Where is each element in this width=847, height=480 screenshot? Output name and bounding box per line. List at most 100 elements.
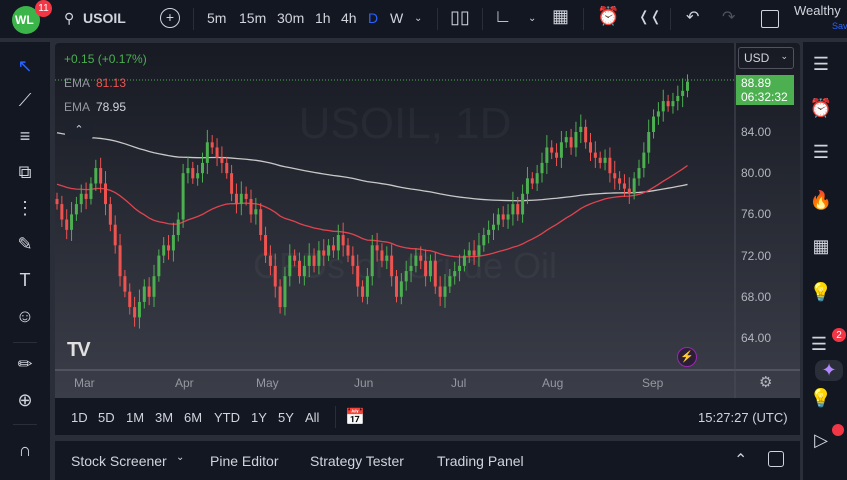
ai-sparkle-icon[interactable]: ✦ (815, 360, 843, 381)
bar-countdown: 06:32:32 (741, 90, 788, 104)
range-1d[interactable]: 1D (71, 410, 88, 425)
search-icon[interactable]: ⚲ (64, 10, 75, 26)
interval-15m[interactable]: 15m (239, 10, 267, 26)
ideas-lightbulb-icon[interactable]: 💡 (809, 282, 833, 302)
interval-4h[interactable]: 4h (341, 10, 357, 26)
currency-value: USD (744, 51, 770, 65)
top-toolbar: WL 11 ⚲ USOIL + 5m 15m 30m 1h 4h D W ⌄ ▯… (0, 0, 847, 38)
candle-body (317, 250, 321, 266)
indicators-icon[interactable]: ∟ (494, 6, 512, 26)
watchlist-icon[interactable]: ☰ (812, 54, 830, 74)
tab-stock-screener[interactable]: Stock Screener (71, 453, 167, 469)
chevron-up-icon[interactable]: ⌃ (734, 452, 748, 469)
candle-body (380, 250, 384, 261)
goto-date-calendar-icon[interactable]: 📅 (345, 409, 365, 426)
interval-30m[interactable]: 30m (277, 10, 305, 26)
object-tree-icon[interactable]: ☰ (812, 142, 830, 162)
currency-select[interactable]: USD ⌄ (738, 47, 794, 69)
interval-5m[interactable]: 5m (207, 10, 227, 26)
candle-body (142, 286, 146, 302)
tab-trading-panel[interactable]: Trading Panel (437, 453, 524, 469)
ema-fast-label[interactable]: EMA (64, 76, 91, 90)
chevron-down-icon[interactable]: ⌄ (414, 13, 423, 24)
alert-clock-icon[interactable]: ⏰ (597, 6, 620, 26)
undo-icon[interactable]: ↶ (686, 9, 700, 26)
candle-body (128, 291, 132, 308)
redo-icon[interactable]: ↷ (722, 9, 736, 26)
maximize-panel-icon[interactable] (768, 451, 784, 467)
chevron-down-icon[interactable]: ⌄ (528, 13, 537, 24)
candle-body (361, 286, 365, 297)
chat-icon[interactable]: ☰ (810, 334, 828, 354)
candle-body (244, 193, 248, 199)
candle-body (438, 286, 442, 297)
fullscreen-icon[interactable] (761, 10, 779, 28)
interval-w[interactable]: W (390, 10, 404, 26)
fib-icon[interactable]: ≡ (19, 126, 31, 146)
calendar-icon[interactable]: ▦ (812, 236, 830, 256)
range-1m[interactable]: 1M (126, 410, 145, 425)
candle-body (196, 173, 200, 179)
candle-body (589, 142, 592, 153)
live-stream-icon[interactable]: ▷ (814, 430, 828, 450)
chevron-down-icon[interactable]: ⌄ (176, 452, 185, 463)
interval-1h[interactable]: 1h (315, 10, 331, 26)
tab-strategy-tester[interactable]: Strategy Tester (310, 453, 404, 469)
emoji-icon[interactable]: ☺ (15, 306, 35, 326)
layout-grid-icon[interactable]: ▦ (552, 6, 570, 26)
candle-body (681, 90, 685, 96)
candle-body (618, 178, 622, 184)
symbol-search[interactable]: USOIL (83, 10, 126, 26)
settings-gear-icon[interactable]: ⚙ (759, 374, 773, 391)
ruler-icon[interactable]: ✏ (17, 354, 33, 374)
candle-body (220, 157, 224, 163)
signals-icon[interactable]: 💡 (809, 388, 833, 408)
pattern-icon[interactable]: ⧉ (18, 162, 32, 182)
replay-icon[interactable]: ❬❬ (638, 8, 662, 24)
compare-plus-icon[interactable]: + (160, 8, 180, 28)
tradingview-logo[interactable]: TV (67, 339, 91, 361)
candle-body (293, 255, 297, 261)
candle-body (399, 281, 403, 297)
clock-timezone[interactable]: 15:27:27 (UTC) (698, 410, 788, 425)
candle-body (108, 204, 112, 225)
candle-body (298, 260, 301, 277)
chart-pane[interactable]: USOIL, 1D CFDs on Crude Oil +0.15 (+0.17… (55, 43, 800, 398)
range-ytd[interactable]: YTD (214, 410, 240, 425)
candle-body (74, 204, 78, 215)
lightning-icon[interactable]: ⚡ (677, 347, 697, 367)
interval-d[interactable]: D (368, 10, 379, 26)
range-3m[interactable]: 3M (155, 410, 174, 425)
hotlist-fire-icon[interactable]: 🔥 (809, 190, 833, 210)
candle-body (147, 286, 151, 297)
tab-pine-editor[interactable]: Pine Editor (210, 453, 279, 469)
trend-line-icon[interactable]: ⟋ (18, 90, 32, 110)
price-tick: 76.00 (741, 207, 772, 221)
price-chart[interactable]: USOIL, 1D CFDs on Crude Oil (55, 43, 800, 398)
collapse-legend-chevron-icon[interactable]: ⌃ (65, 121, 93, 139)
zoom-in-icon[interactable]: ⊕ (17, 390, 33, 410)
candle-body (404, 271, 408, 282)
candle-body (375, 245, 379, 251)
alerts-clock-icon[interactable]: ⏰ (809, 98, 833, 118)
range-all[interactable]: All (305, 410, 320, 425)
range-6m[interactable]: 6M (184, 410, 203, 425)
candle-body (550, 147, 554, 153)
cursor-icon[interactable]: ↖ (17, 56, 33, 76)
save-link[interactable]: Save (832, 21, 847, 31)
ema-slow-value: 78.95 (96, 100, 127, 114)
range-1y[interactable]: 1Y (251, 410, 267, 425)
range-5y[interactable]: 5Y (278, 410, 294, 425)
prediction-icon[interactable]: ⋮ (16, 198, 34, 218)
layout-name[interactable]: Wealthy (794, 3, 841, 18)
brush-icon[interactable]: ✎ (17, 234, 33, 254)
ema-slow-line (56, 132, 688, 202)
candle-body (346, 245, 350, 256)
text-icon[interactable]: T (19, 270, 31, 290)
magnet-icon[interactable]: ∩ (18, 440, 32, 460)
range-5d[interactable]: 5D (98, 410, 115, 425)
ema-slow-label[interactable]: EMA (64, 100, 91, 114)
drawing-toolbar: ↖ ⟋ ≡ ⧉ ⋮ ✎ T ☺ ✏ ⊕ ∩ (0, 42, 50, 480)
candles-icon[interactable]: ▯▯ (450, 7, 470, 27)
price-change: +0.15 (+0.17%) (64, 52, 147, 66)
